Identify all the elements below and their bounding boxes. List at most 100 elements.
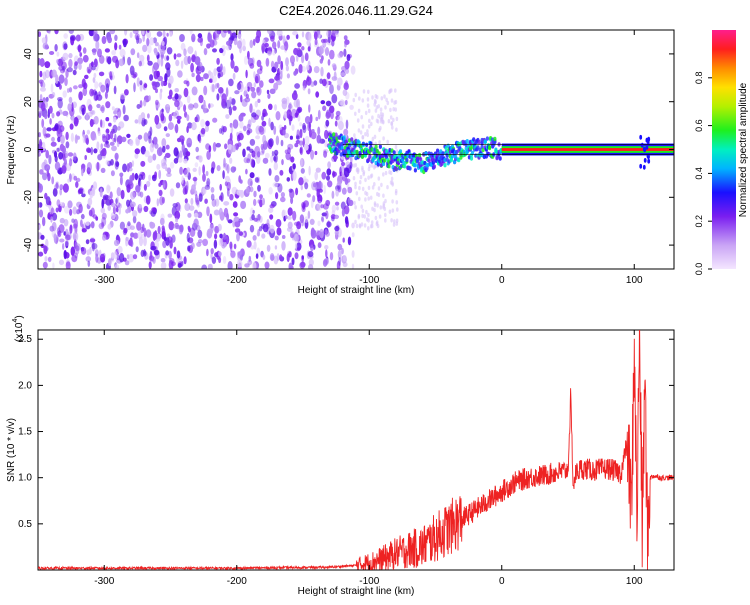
noise-blob: [132, 254, 138, 260]
noise-blob: [273, 162, 278, 171]
noise-blob: [296, 135, 301, 140]
noise-blob: [307, 210, 311, 219]
noise-blob: [90, 131, 97, 141]
noise-blob: [229, 35, 235, 41]
noise-blob: [252, 261, 257, 269]
noise-blob: [119, 172, 124, 178]
noise-blob: [234, 220, 241, 228]
noise-blob: [162, 180, 166, 189]
noise-blob: [125, 237, 129, 242]
signal-blob: [471, 150, 475, 155]
noise-blob: [308, 264, 314, 269]
noise-blob: [332, 155, 338, 160]
noise-blob: [375, 105, 379, 110]
noise-blob: [183, 80, 188, 85]
noise-blob: [322, 203, 329, 210]
noise-blob: [310, 244, 314, 252]
noise-blob: [187, 55, 191, 65]
noise-blob: [150, 257, 155, 263]
noise-blob: [175, 225, 181, 230]
noise-blob: [88, 104, 93, 112]
noise-blob: [218, 238, 224, 247]
noise-blob: [198, 166, 201, 176]
noise-blob: [383, 206, 387, 212]
noise-blob: [43, 245, 48, 255]
noise-blob: [255, 135, 261, 140]
noise-blob: [114, 133, 117, 143]
noise-blob: [211, 75, 217, 83]
noise-blob: [123, 227, 128, 234]
noise-blob: [89, 190, 94, 199]
noise-blob: [216, 93, 220, 101]
noise-blob: [270, 60, 275, 69]
noise-blob: [229, 157, 233, 164]
noise-blob: [174, 123, 179, 134]
noise-blob: [59, 184, 64, 191]
noise-blob: [66, 67, 73, 73]
noise-blob: [251, 214, 255, 221]
noise-blob: [379, 125, 382, 131]
noise-blob: [64, 205, 70, 214]
noise-blob: [298, 63, 303, 74]
noise-blob: [370, 163, 374, 168]
noise-blob: [101, 198, 104, 209]
noise-blob: [136, 35, 139, 44]
noise-blob: [323, 184, 326, 195]
noise-blob: [191, 72, 195, 78]
noise-blob: [126, 199, 130, 207]
noise-blob: [142, 44, 148, 53]
noise-blob: [50, 141, 57, 147]
noise-blob: [357, 215, 361, 220]
noise-blob: [194, 162, 199, 168]
noise-blob: [138, 203, 142, 209]
signal-blob: [413, 168, 417, 173]
noise-blob: [281, 241, 286, 251]
noise-blob: [106, 143, 110, 149]
noise-blob: [286, 227, 293, 232]
noise-blob: [152, 81, 158, 91]
noise-blob: [110, 252, 115, 259]
noise-blob: [101, 148, 107, 157]
noise-blob: [394, 88, 397, 93]
noise-blob: [172, 203, 178, 208]
noise-blob: [96, 141, 100, 151]
noise-blob: [354, 92, 358, 98]
noise-blob: [246, 81, 253, 89]
noise-blob: [318, 188, 323, 193]
noise-blob: [322, 259, 328, 267]
noise-blob: [123, 114, 129, 122]
noise-blob: [38, 138, 43, 149]
noise-blob: [57, 230, 62, 238]
noise-blob: [187, 245, 191, 252]
noise-blob: [379, 205, 383, 210]
noise-blob: [387, 119, 391, 124]
noise-blob: [225, 162, 228, 171]
noise-blob: [193, 218, 199, 228]
noise-blob: [147, 60, 153, 66]
noise-blob: [290, 232, 294, 239]
noise-blob: [58, 152, 63, 160]
noise-blob: [101, 35, 107, 45]
noise-blob: [205, 171, 209, 176]
signal-blob: [350, 137, 354, 142]
noise-blob: [331, 63, 337, 69]
noise-blob: [38, 224, 41, 229]
noise-blob: [330, 111, 334, 120]
noise-blob: [222, 126, 227, 133]
signal-blob: [485, 136, 489, 141]
noise-blob: [391, 180, 394, 186]
noise-blob: [255, 253, 259, 259]
noise-blob: [380, 96, 384, 101]
noise-blob: [159, 217, 165, 226]
noise-blob: [39, 58, 45, 67]
noise-blob: [348, 199, 354, 207]
noise-blob: [329, 84, 334, 95]
noise-blob: [102, 135, 108, 143]
noise-blob: [337, 243, 343, 251]
noise-blob: [340, 72, 347, 77]
noise-blob: [373, 165, 376, 170]
colorbar-tick-label: 0.8: [694, 72, 704, 85]
noise-blob: [146, 37, 150, 47]
noise-blob: [193, 102, 199, 109]
noise-blob: [247, 86, 250, 92]
